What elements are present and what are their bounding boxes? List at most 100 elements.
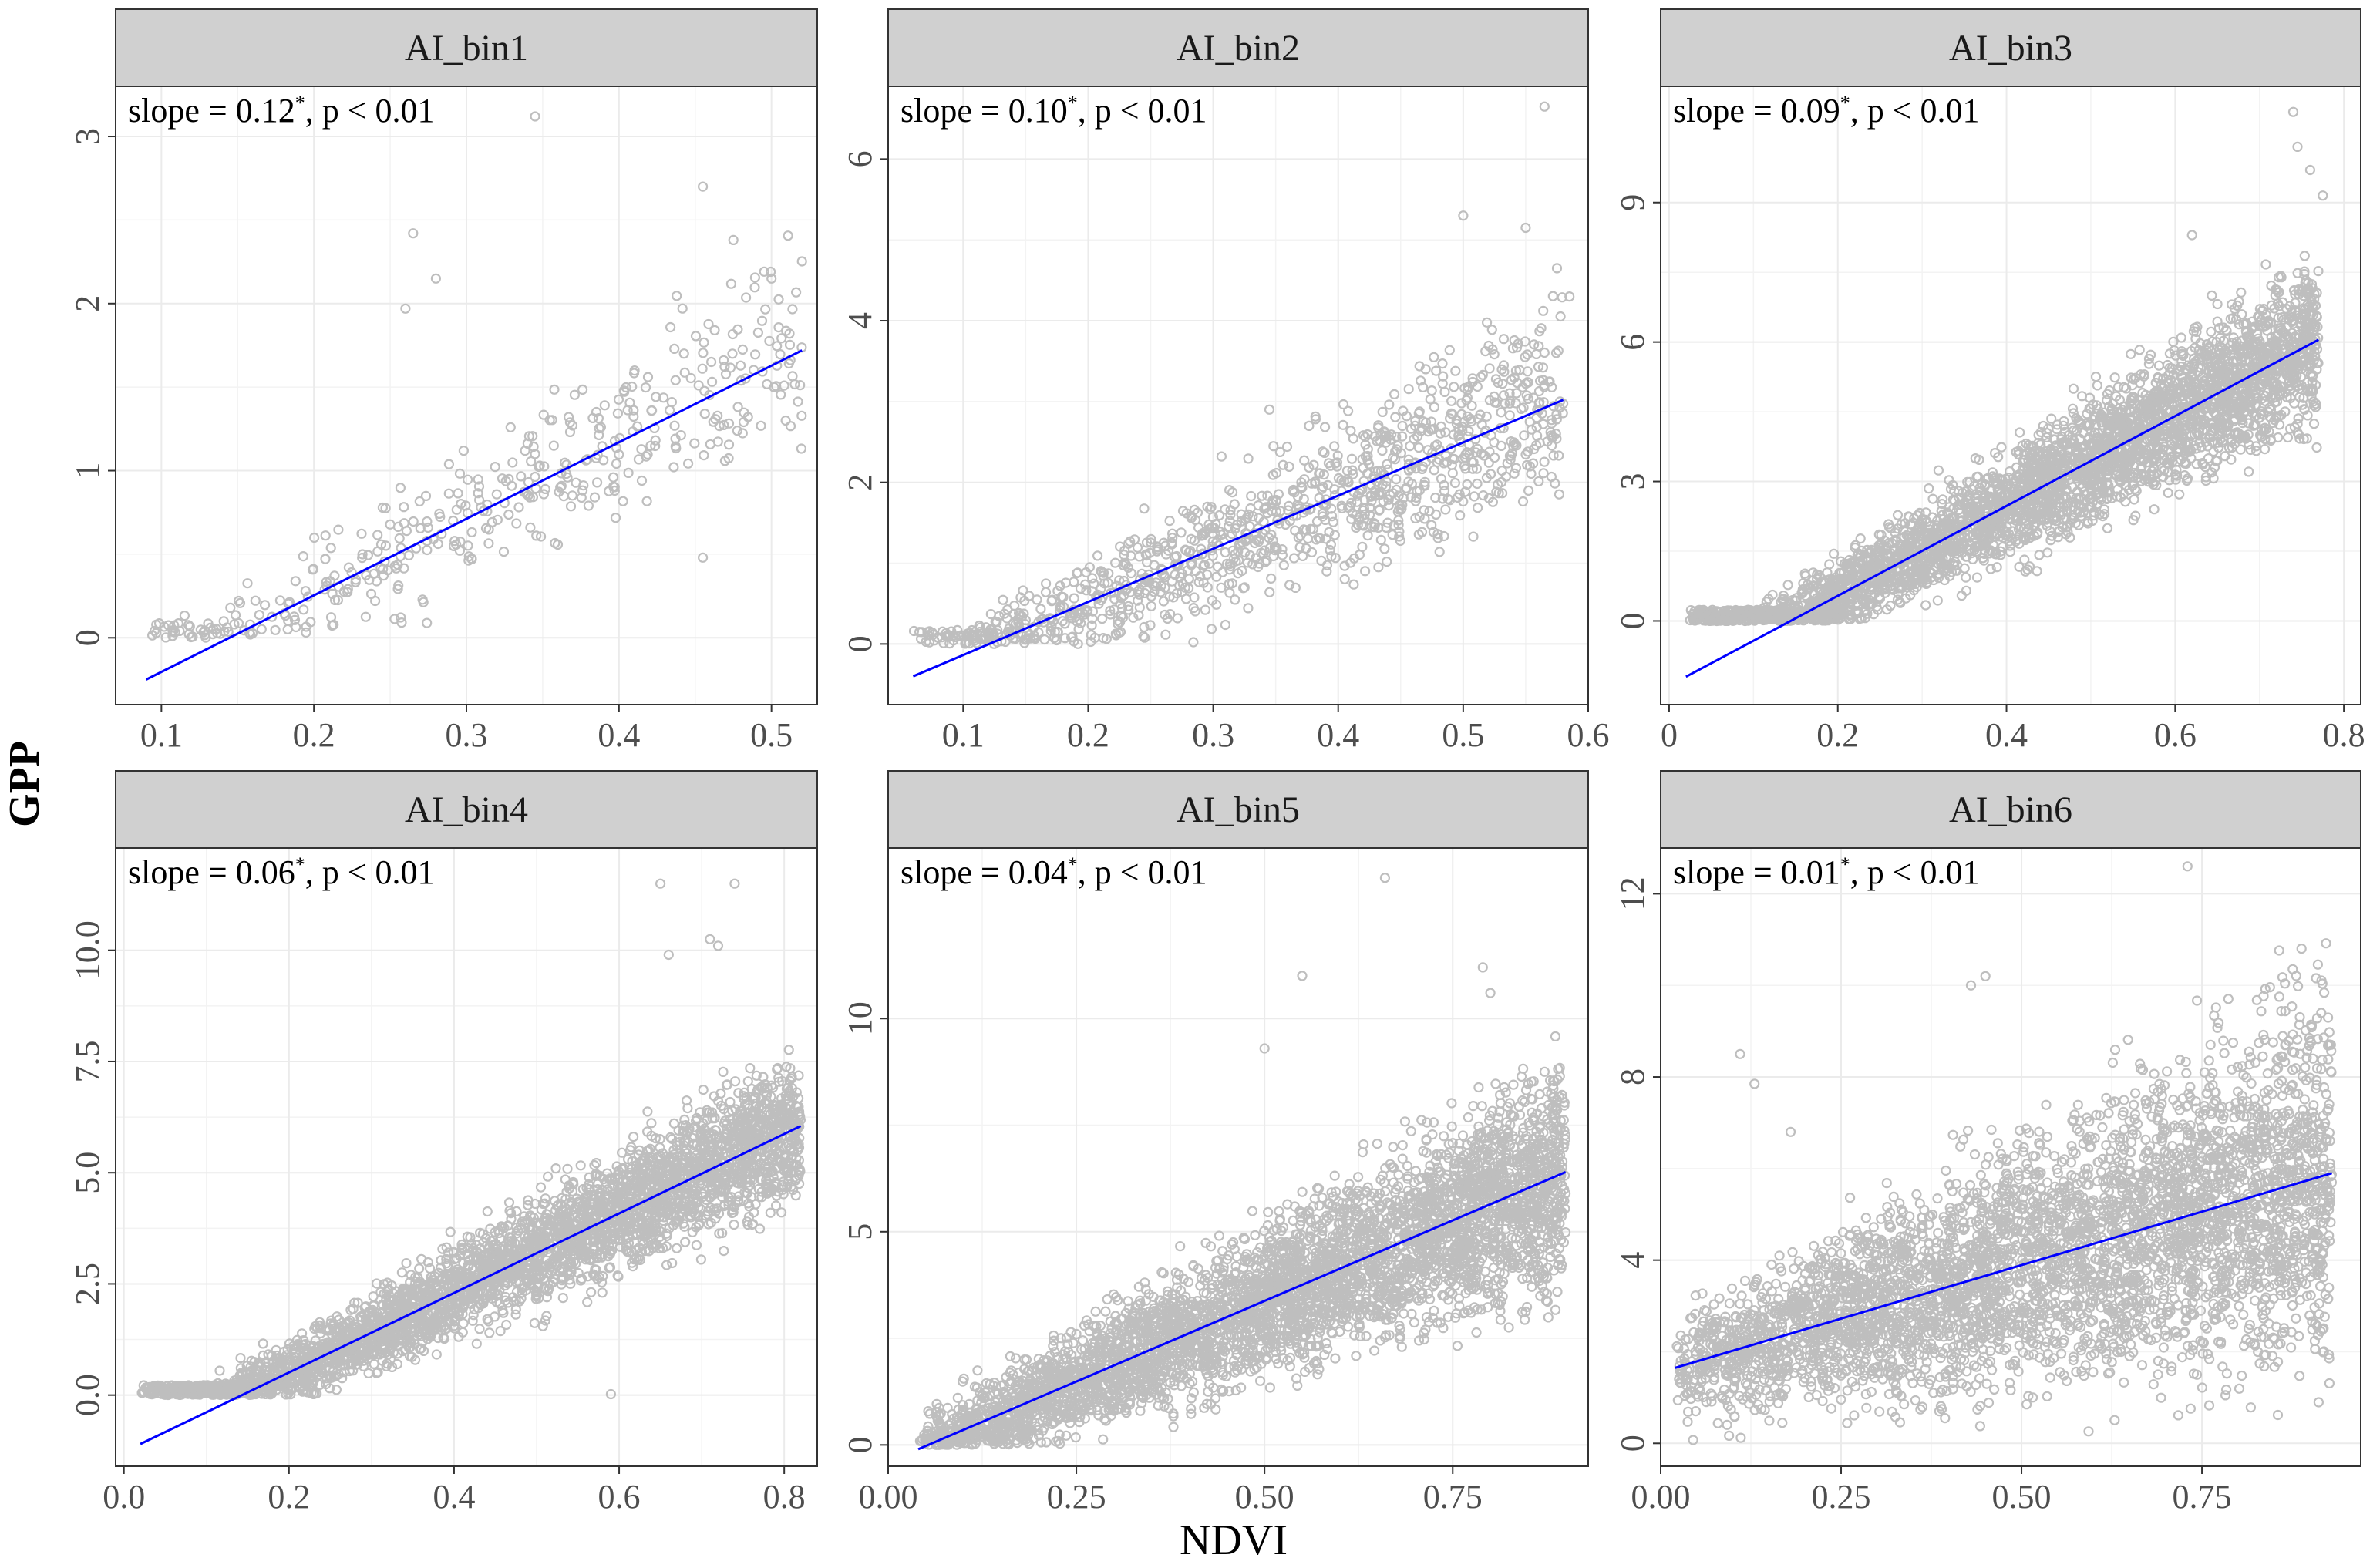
data-point (463, 540, 473, 551)
data-point (396, 612, 406, 623)
y-tick-label: 6 (841, 150, 879, 167)
data-point (357, 552, 368, 564)
data-point (738, 416, 749, 428)
data-point (362, 550, 373, 560)
data-point (483, 538, 494, 549)
data-point (505, 422, 516, 432)
data-point (736, 375, 746, 386)
data-point (325, 543, 336, 554)
data-point (160, 632, 171, 643)
data-point (250, 595, 261, 606)
data-point (732, 426, 742, 436)
data-point (776, 389, 786, 400)
data-point (556, 480, 567, 492)
data-point (463, 555, 474, 566)
data-point (395, 483, 406, 493)
data-point (706, 376, 718, 387)
data-point (594, 429, 604, 441)
data-point (153, 617, 165, 629)
data-point (593, 412, 604, 424)
data-point (420, 490, 432, 502)
data-point (526, 456, 537, 467)
data-point (677, 303, 688, 314)
data-point (342, 584, 353, 594)
significance-mark: * (295, 92, 305, 114)
data-point (599, 400, 610, 411)
data-point (179, 610, 190, 621)
data-point (503, 509, 514, 520)
data-point (382, 565, 393, 576)
data-point (466, 527, 477, 538)
x-tick-label: 0.2 (1067, 716, 1109, 754)
data-point (151, 628, 162, 638)
data-point (360, 611, 371, 622)
data-point (723, 418, 735, 429)
data-point (764, 335, 775, 346)
data-point (221, 622, 232, 633)
data-point (380, 503, 391, 513)
data-point (291, 621, 301, 633)
data-point (327, 588, 338, 600)
data-point (719, 355, 729, 365)
data-point (636, 444, 647, 455)
x-tick-label: 0.4 (598, 716, 640, 754)
p-value: , p < 0.01 (1078, 92, 1207, 130)
plot-background (888, 86, 1588, 705)
data-point (308, 564, 319, 574)
x-axis-ticks: 0.1 0.2 0.3 0.4 0.5 0.6 (942, 705, 1610, 754)
data-point (183, 620, 194, 631)
data-point (540, 483, 550, 495)
data-point (267, 611, 278, 622)
data-point (289, 614, 301, 625)
data-point (394, 533, 405, 544)
data-point (256, 624, 267, 634)
data-point (531, 530, 542, 541)
data-point (511, 518, 522, 529)
data-point (789, 379, 800, 390)
data-point (641, 496, 652, 506)
data-point (765, 266, 776, 278)
data-point (530, 449, 540, 459)
data-point (507, 457, 518, 468)
data-point (670, 375, 681, 385)
data-point (697, 363, 708, 374)
data-point (422, 516, 433, 527)
y-tick-label: 4 (841, 312, 879, 329)
data-point (749, 282, 760, 293)
data-point (463, 551, 474, 562)
data-point (559, 457, 571, 468)
data-point (300, 586, 311, 597)
data-point (563, 412, 574, 422)
data-point (790, 287, 802, 298)
data-point (523, 431, 535, 442)
data-point (619, 386, 630, 397)
data-point (473, 481, 485, 492)
data-point (589, 492, 601, 503)
data-point (454, 468, 466, 479)
data-point (480, 523, 492, 533)
data-point (760, 304, 771, 315)
data-point (628, 405, 639, 416)
data-point (775, 349, 786, 360)
data-point (375, 539, 387, 550)
data-point (723, 439, 735, 450)
y-tick-label: 0 (69, 629, 106, 646)
data-point (473, 488, 483, 499)
x-tick-label: 0.3 (446, 716, 488, 754)
data-point (752, 327, 764, 338)
y-tick-label: 1 (69, 463, 106, 479)
data-point (422, 522, 433, 533)
data-point (408, 516, 419, 527)
data-point (552, 539, 564, 550)
scatter-points (147, 111, 807, 643)
gridlines (116, 86, 817, 705)
data-point (332, 594, 343, 606)
data-point (583, 500, 594, 511)
data-point (320, 554, 331, 564)
data-point (773, 294, 784, 305)
data-point (298, 604, 309, 615)
data-point (538, 489, 550, 500)
